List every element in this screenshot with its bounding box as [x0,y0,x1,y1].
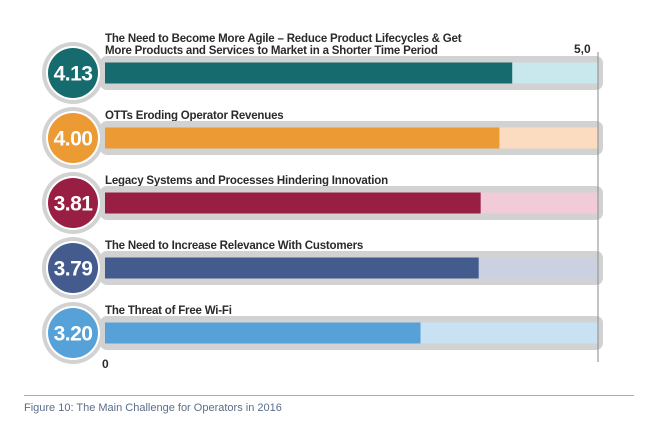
value-badge [48,113,98,163]
bar [105,257,479,279]
category-label: Legacy Systems and Processes Hindering I… [105,175,388,187]
caption-divider [24,395,634,396]
bar [105,62,513,84]
value-label: 3.79 [54,258,93,281]
category-label: The Need to Increase Relevance With Cust… [105,240,363,252]
chart-rows: The Need to Become More Agile – Reduce P… [42,33,603,364]
value-label: 4.13 [54,63,93,86]
x-tick-label-max: 5,0 [574,42,591,56]
x-tick-label-min: 0 [102,357,109,371]
category-label: OTTs Eroding Operator Revenues [105,110,283,122]
category-label: The Need to Become More Agile – Reduce P… [105,33,462,45]
bar [105,322,421,344]
value-label: 4.00 [54,128,93,151]
value-label: 3.81 [54,193,94,216]
bar [105,127,500,149]
value-badge [48,308,98,358]
value-label: 3.20 [54,323,93,346]
value-badge [48,178,98,228]
value-badge [48,243,98,293]
category-label: More Products and Services to Market in … [105,45,438,57]
value-badge [48,48,98,98]
category-label: The Threat of Free Wi-Fi [105,305,232,317]
figure-caption: Figure 10: The Main Challenge for Operat… [24,402,282,414]
bar [105,192,481,214]
